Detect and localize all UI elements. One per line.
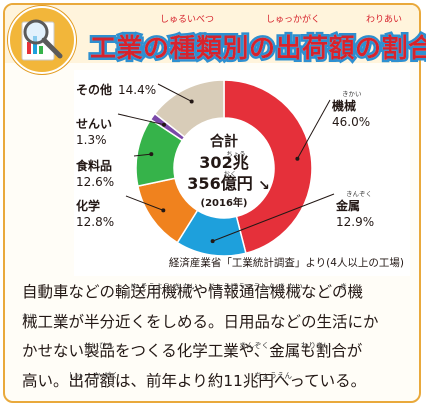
- slice-label: 機械: [332, 98, 356, 113]
- furigana: ちょうえん: [254, 370, 293, 380]
- pie-slice: [223, 79, 313, 255]
- title-area: しゅるいべつ しゅっかがく わりあい 工業の種類別の出荷額の割合 工業の種類別の…: [88, 6, 426, 67]
- slice-label: 化学: [76, 198, 100, 213]
- page-title-outline: 工業の種類別の出荷額の割合: [88, 32, 426, 67]
- title-ruby-2: しゅっかがく: [266, 15, 321, 25]
- leader-line: [125, 195, 164, 211]
- description-text: かせない製品をつくる化学工業や、金属も割合が: [22, 342, 363, 360]
- furigana: ゆ そうよう き かい: [130, 282, 198, 291]
- slice-ruby: きかい: [342, 90, 362, 98]
- furigana: かい: [22, 311, 37, 321]
- leader-dot: [210, 239, 215, 244]
- pie-slice: [153, 79, 225, 139]
- slice-value: 14.4%: [118, 83, 156, 97]
- leader-dot: [149, 152, 154, 157]
- center-ruby: おく: [224, 170, 237, 178]
- center-value-2: 356億円: [187, 174, 252, 193]
- leader-line: [212, 193, 335, 242]
- title-ruby-3: わりあい: [366, 15, 403, 25]
- center-year: (2016年): [201, 196, 248, 209]
- description-line: かせない製品をつくる化学工業や、金属も割合が せいひん きんぞく わりあい: [22, 337, 412, 367]
- slice-value: 12.8%: [76, 215, 114, 229]
- leader-dot: [189, 99, 194, 104]
- slice-value: 12.6%: [76, 175, 114, 189]
- furigana: わりあい: [301, 341, 331, 350]
- leader-dot: [161, 208, 166, 213]
- magnifier-chart-icon: [8, 6, 76, 74]
- description-line: 械工業が半分近くをしめる。日用品などの生活にか かい: [22, 308, 412, 338]
- slice-label: 食料品: [75, 158, 112, 173]
- donut-hole: [175, 119, 273, 217]
- description-text: 械工業が半分近くをしめる。日用品などの生活にか: [22, 312, 379, 331]
- slice-value: 46.0%: [332, 115, 370, 129]
- furigana: じょうほうつうしん き かい: [208, 282, 303, 291]
- description-text: 高い。出荷額は、前年より約11兆円へっている。: [22, 371, 367, 390]
- leader-line: [296, 99, 331, 159]
- furigana: き: [339, 282, 348, 291]
- description-line: 自動車などの輸送用機械や情報通信機械などの機ゆ そうよう き かい じょうほうつう…: [22, 278, 412, 308]
- title-ruby-1: しゅるいべつ: [160, 15, 215, 25]
- description-text: 自動車などの輸送用機械や情報通信機械などの機: [22, 283, 364, 301]
- center-ruby: ちょう: [226, 150, 246, 158]
- description: 自動車などの輸送用機械や情報通信機械などの機ゆ そうよう き かい じょうほうつう…: [22, 278, 412, 396]
- furigana: しゅっ か がく: [68, 370, 119, 380]
- slice-label: 金属: [335, 198, 360, 213]
- leader-line: [117, 113, 165, 126]
- center-label: 合計: [210, 133, 238, 150]
- leader-dot: [295, 156, 300, 161]
- furigana: きんぞく: [239, 341, 269, 350]
- source-note: 経済産業省「工業統計調査」より(4人以上の工場): [169, 256, 404, 269]
- trend-down-icon: ↘: [258, 178, 270, 194]
- slice-value: 12.9%: [336, 215, 374, 229]
- leader-line: [157, 83, 192, 102]
- slice-label: その他: [76, 82, 112, 97]
- slice-value: 1.3%: [76, 133, 107, 147]
- leader-line: [133, 153, 152, 157]
- slice-ruby: きんぞく: [346, 190, 372, 198]
- furigana: せいひん: [84, 341, 114, 350]
- slice-label: せんい: [76, 117, 112, 131]
- center-value: 302兆: [199, 153, 248, 172]
- description-line: 高い。出荷額は、前年より約11兆円へっている。 しゅっ か がく ちょうえん: [22, 367, 412, 397]
- leader-dot: [161, 122, 166, 127]
- chart-area: きかい 機械 46.0% きんぞく 金属 12.9% 化学 12.8% 食料品 12.6% せんい 1…: [74, 70, 410, 276]
- page-title: 工業の種類別の出荷額の割合: [90, 34, 426, 64]
